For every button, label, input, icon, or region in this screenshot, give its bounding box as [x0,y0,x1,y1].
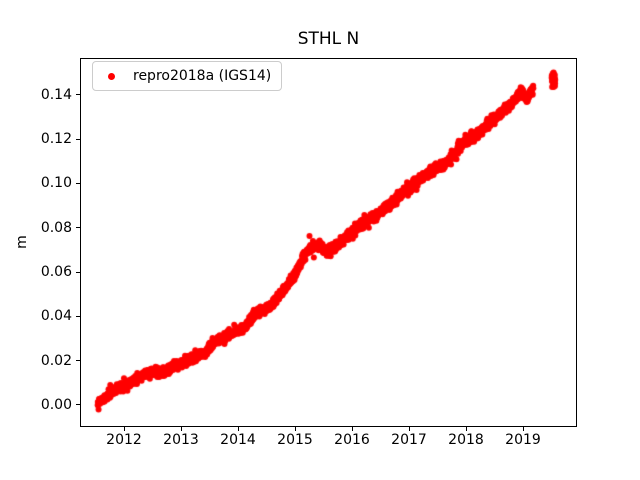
y-axis-label: m [14,235,30,249]
x-tick-label: 2016 [334,432,370,448]
legend-entry-label: repro2018a (IGS14) [133,68,272,84]
y-tick-mark [76,360,80,361]
x-tick-label: 2019 [505,432,541,448]
x-tick-label: 2012 [106,432,142,448]
y-tick-mark [76,316,80,317]
y-tick-mark [76,94,80,95]
x-tick-mark [295,427,296,431]
x-tick-mark [352,427,353,431]
y-tick-mark [76,227,80,228]
y-tick-label: 0.02 [40,353,72,369]
y-tick-label: 0.12 [40,131,72,147]
x-tick-mark [124,427,125,431]
x-tick-label: 2015 [277,432,313,448]
scatter-series-canvas [80,58,575,425]
x-tick-mark [181,427,182,431]
x-tick-label: 2013 [163,432,199,448]
legend-marker-dot-icon [108,72,115,80]
x-tick-label: 2017 [391,432,427,448]
y-tick-mark [76,139,80,140]
y-tick-label: 0.14 [40,87,72,103]
legend-box: repro2018a (IGS14) [92,61,282,91]
y-tick-mark [76,404,80,405]
x-tick-mark [409,427,410,431]
y-tick-label: 0.10 [40,175,72,191]
x-tick-label: 2018 [448,432,484,448]
x-tick-mark [238,427,239,431]
y-tick-label: 0.06 [40,264,72,280]
x-tick-mark [466,427,467,431]
y-tick-mark [76,183,80,184]
y-tick-label: 0.00 [40,397,72,413]
chart-title: STHL N [297,29,360,49]
x-tick-mark [523,427,524,431]
x-tick-label: 2014 [220,432,256,448]
y-tick-mark [76,272,80,273]
y-tick-label: 0.04 [40,308,72,324]
y-tick-label: 0.08 [40,220,72,236]
